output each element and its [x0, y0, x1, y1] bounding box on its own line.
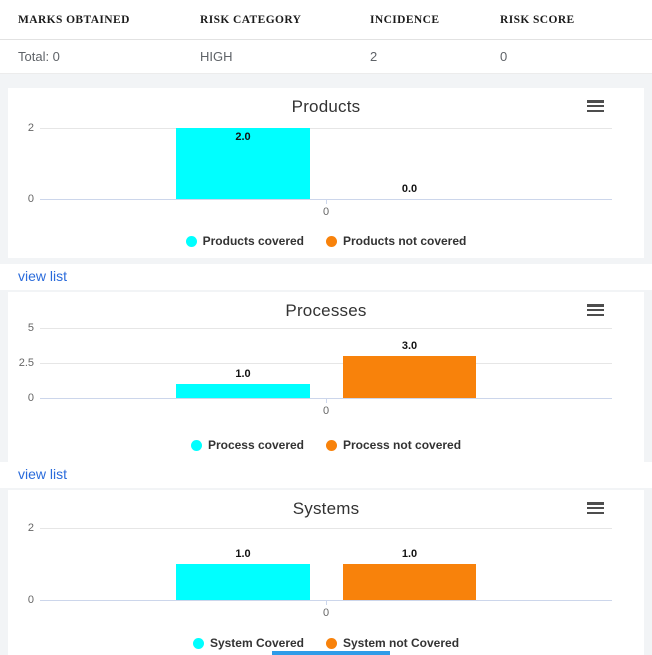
legend-item[interactable]: Products covered: [185, 234, 304, 248]
chart-context-menu-button[interactable]: [587, 304, 604, 316]
legend-label: Process covered: [207, 438, 304, 452]
chart-legend: Products covered Products not covered: [8, 233, 644, 249]
bar-value-label: 0.0: [401, 183, 418, 195]
x-axis-tick-label: 0: [322, 206, 330, 218]
systems-chart: Systems 0 2 1.0 1.0 0 System Covered System n…: [8, 490, 644, 655]
table-header-row: MARKS OBTAINED RISK CATEGORY INCIDENCE R…: [0, 0, 652, 40]
legend-item[interactable]: System not Covered: [326, 636, 459, 650]
chart-context-menu-button[interactable]: [587, 502, 604, 514]
y-axis-tick-label: 5: [27, 322, 34, 334]
legend-label: System not Covered: [343, 636, 460, 650]
bar-covered[interactable]: [176, 128, 310, 199]
legend-label: System Covered: [209, 636, 304, 650]
y-axis-tick-label: 0: [27, 594, 34, 606]
legend-marker-dot: [192, 637, 204, 649]
chart-legend: Process covered Process not covered: [8, 437, 644, 453]
risk-score-value: 0: [500, 49, 508, 64]
column-header-incidence: INCIDENCE: [370, 13, 440, 26]
column-header-marks-obtained: MARKS OBTAINED: [18, 13, 130, 26]
y-axis-tick-label: 2: [27, 522, 34, 534]
bar-value-label: 1.0: [401, 548, 418, 560]
bar-value-label: 1.0: [235, 368, 251, 380]
legend-label: Products covered: [202, 234, 304, 248]
bar-covered[interactable]: [176, 384, 310, 398]
risk-summary-table: MARKS OBTAINED RISK CATEGORY INCIDENCE R…: [0, 0, 652, 74]
legend-item[interactable]: System Covered: [192, 636, 304, 650]
legend-marker-dot: [326, 235, 337, 247]
view-list-link-processes[interactable]: view list: [18, 466, 68, 482]
view-list-row: view list: [0, 264, 652, 290]
x-axis-tick-label: 0: [322, 405, 330, 417]
legend-label: Process not covered: [343, 438, 462, 452]
chart-title: Processes: [285, 301, 367, 320]
incidence-value: 2: [370, 49, 378, 64]
marks-obtained-value: Total: 0: [18, 49, 60, 64]
chart-legend: System Covered System not Covered: [8, 635, 644, 651]
hamburger-menu-icon: [587, 502, 604, 505]
column-header-risk-category: RISK CATEGORY: [200, 13, 302, 26]
y-axis-tick-label: 0: [27, 193, 34, 205]
risk-category-value: HIGH: [200, 49, 233, 64]
column-header-risk-score: RISK SCORE: [500, 13, 575, 26]
legend-item[interactable]: Products not covered: [326, 234, 466, 248]
bar-value-label: 1.0: [235, 548, 251, 560]
bar-covered[interactable]: [176, 564, 310, 600]
legend-item[interactable]: Process not covered: [326, 438, 461, 452]
plot-area: 0 2 1.0 1.0 0: [28, 522, 612, 619]
legend-marker-dot: [326, 439, 337, 451]
x-axis-tick: [326, 398, 327, 403]
plot-area: 0 2 2.0 0.0 0: [28, 122, 612, 218]
bar-value-label: 2.0: [235, 131, 251, 143]
bar-not-covered[interactable]: [343, 564, 476, 600]
processes-chart: Processes 0 2.5 5 1.0 3.0 0 Process covered Pr…: [8, 292, 644, 462]
legend-label: Products not covered: [343, 234, 467, 248]
table-value-row: Total: 0 HIGH 2 0: [0, 40, 652, 74]
legend-marker-dot: [326, 637, 337, 649]
hamburger-menu-icon: [587, 100, 604, 103]
y-axis-tick-label: 2.5: [18, 357, 34, 369]
chart-title: Systems: [292, 499, 360, 518]
x-axis-tick-label: 0: [322, 607, 330, 619]
view-list-row: view list: [0, 462, 652, 488]
hamburger-menu-icon: [587, 304, 604, 307]
legend-marker-dot: [190, 439, 202, 451]
chart-context-menu-button[interactable]: [587, 100, 604, 112]
products-chart: Products 0 2 2.0 0.0 0 Products covered Produ…: [8, 88, 644, 258]
legend-item[interactable]: Process covered: [190, 438, 304, 452]
bar-not-covered[interactable]: [343, 356, 476, 398]
y-gridline: [40, 528, 612, 529]
y-axis-tick-label: 2: [27, 122, 34, 134]
partially-visible-bottom-element: [272, 651, 390, 655]
plot-area: 0 2.5 5 1.0 3.0 0: [19, 322, 612, 417]
bar-value-label: 3.0: [401, 340, 418, 352]
y-axis-tick-label: 0: [27, 392, 34, 404]
legend-marker-dot: [185, 235, 197, 247]
view-list-link-products[interactable]: view list: [18, 268, 68, 284]
y-gridline: [40, 328, 612, 329]
x-axis-tick: [326, 199, 327, 204]
x-axis-tick: [326, 600, 327, 605]
y-gridline: [40, 128, 612, 129]
y-gridline: [40, 363, 612, 364]
chart-title: Products: [291, 97, 361, 116]
